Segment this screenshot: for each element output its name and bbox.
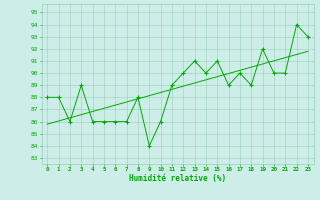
X-axis label: Humidité relative (%): Humidité relative (%) xyxy=(129,174,226,183)
